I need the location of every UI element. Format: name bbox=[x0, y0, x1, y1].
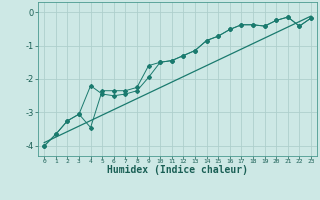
X-axis label: Humidex (Indice chaleur): Humidex (Indice chaleur) bbox=[107, 165, 248, 175]
